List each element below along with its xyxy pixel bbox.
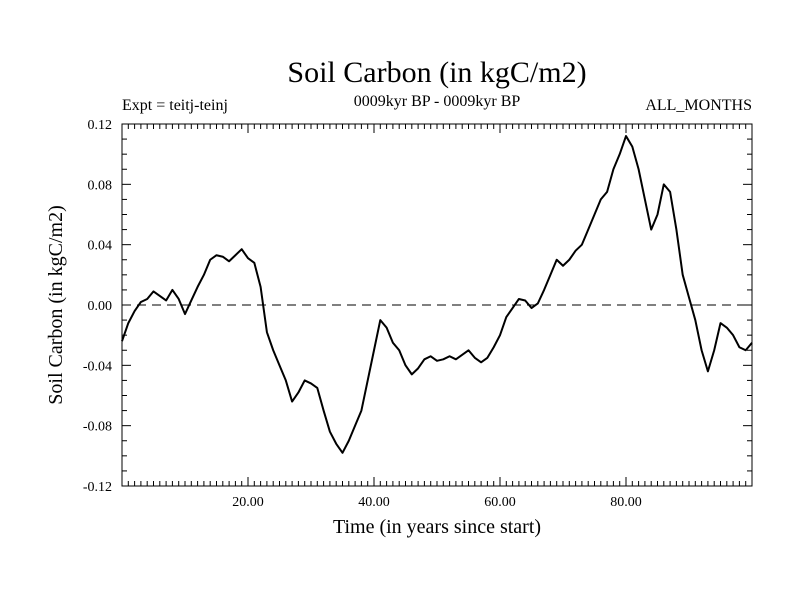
y-tick-label: 0.08 [88, 178, 113, 193]
series-line [121, 135, 753, 454]
y-tick-label: 0.12 [88, 118, 113, 133]
y-tick-label: 0.04 [88, 239, 113, 254]
y-tick-label: -0.12 [83, 480, 112, 495]
x-tick-label: 60.00 [484, 495, 516, 510]
expt-label: Expt = teitj-teinj [122, 97, 228, 114]
y-tick-labels: -0.12 -0.08 -0.04 0.00 0.04 0.08 0.12 [83, 118, 112, 495]
chart-title: Soil Carbon (in kgC/m2) [287, 56, 586, 89]
x-tick-label: 20.00 [232, 495, 264, 510]
y-axis-label: Soil Carbon (in kgC/m2) [45, 205, 67, 404]
axis-ticks [121, 123, 753, 487]
y-tick-label: -0.08 [83, 420, 112, 435]
x-tick-label: 40.00 [358, 495, 390, 510]
x-axis-label: Time (in years since start) [333, 516, 541, 538]
y-tick-label: 0.00 [88, 299, 113, 314]
x-tick-label: 80.00 [610, 495, 642, 510]
x-tick-labels: 20.00 40.00 60.00 80.00 [232, 495, 642, 510]
months-label: ALL_MONTHS [645, 97, 752, 114]
y-tick-label: -0.04 [83, 359, 112, 374]
chart-subtitle: 0009kyr BP - 0009kyr BP [354, 93, 521, 110]
